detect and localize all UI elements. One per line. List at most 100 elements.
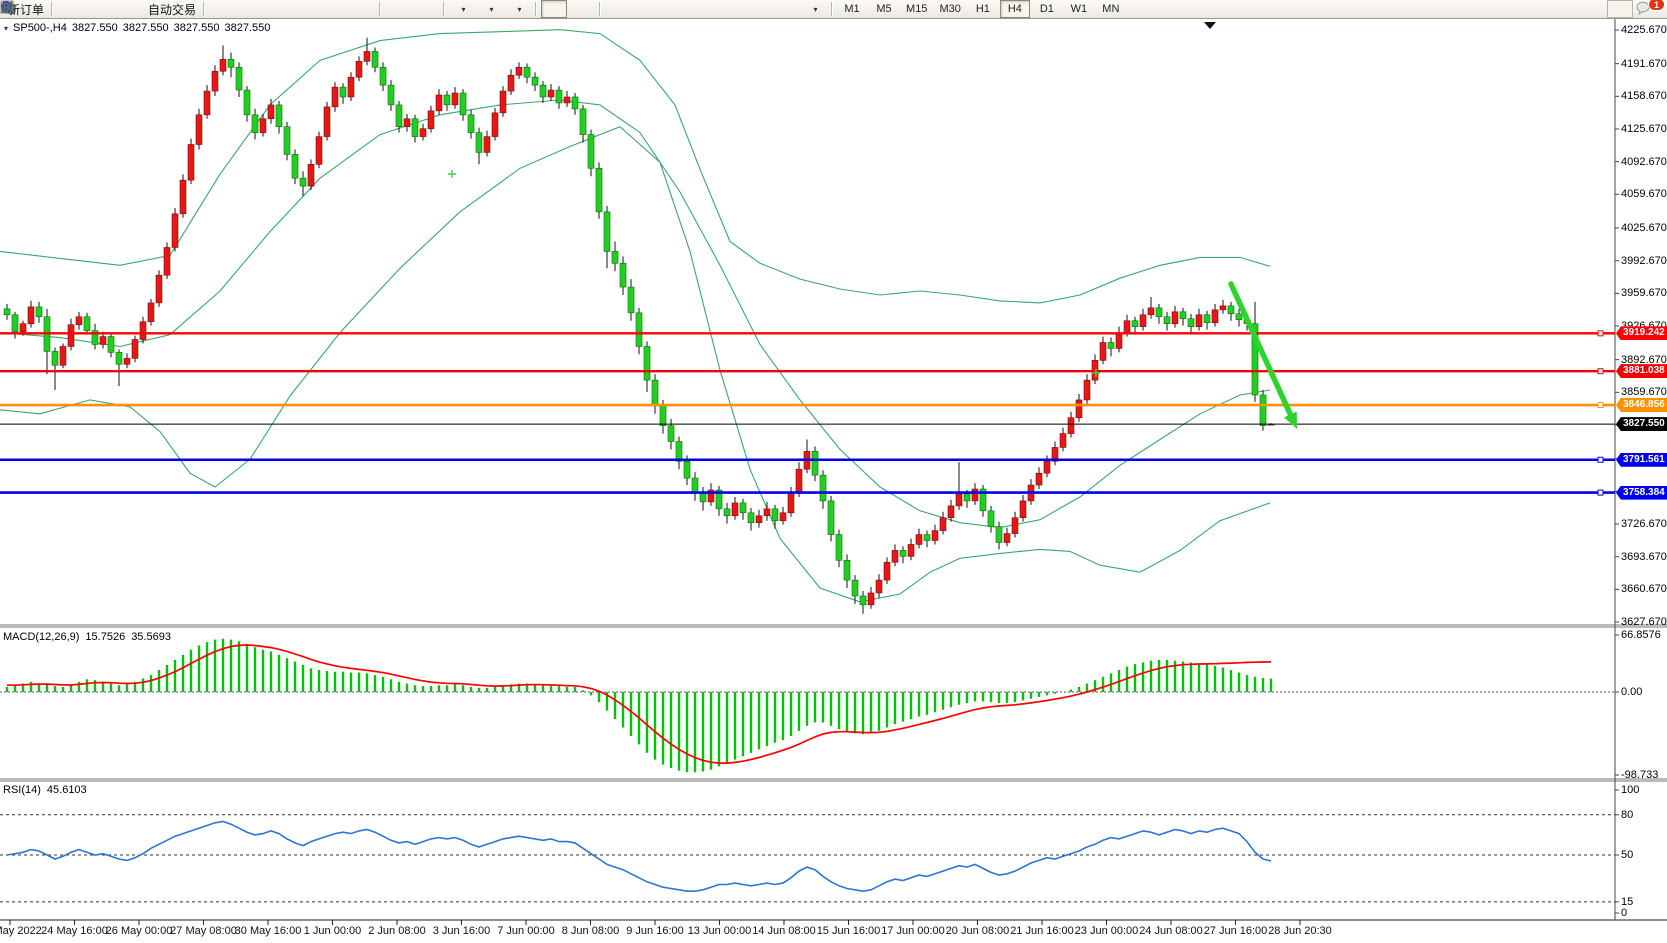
date-axis-label: 30 May 16:00 [234, 925, 302, 937]
equidistant-channel-tool-button[interactable]: E [0, 0, 715, 18]
price-axis-tick: 4092.670 [1621, 155, 1667, 168]
timeframe-button-mn[interactable]: MN [1102, 3, 1120, 15]
macd-panel [0, 638, 1615, 773]
date-axis-label: 26 May 00:00 [105, 925, 173, 937]
toolbar-separator [51, 2, 54, 16]
search-button[interactable] [1, 0, 1633, 18]
price-badge-3791.561: 3791.561 [1616, 452, 1667, 467]
timeframe-button-m15[interactable]: M15 [906, 3, 928, 15]
market-watch-button[interactable] [0, 0, 111, 18]
timeframe-button-h1[interactable]: H1 [975, 3, 990, 15]
price-axis-tick: 3660.670 [1621, 583, 1667, 596]
date-axis-label: 20 Jun 08:00 [945, 925, 1010, 937]
cursor-tool-button[interactable] [3, 0, 568, 18]
fibonacci-tool-button[interactable]: F [1, 0, 743, 18]
crosshair-tool-button[interactable] [1, 0, 595, 18]
toolbar-separator [203, 2, 206, 16]
zoom-out-button[interactable] [1, 0, 347, 18]
price-axis-tick: 3859.670 [1621, 386, 1667, 399]
close-value: 3827.550 [224, 22, 271, 34]
date-axis-label: 9 Jun 16:00 [626, 925, 684, 937]
date-axis-label: 24 May 16:00 [41, 925, 108, 937]
candlestick-mode-button[interactable] [1, 0, 263, 18]
macd-main-value: 15.7526 [85, 631, 126, 643]
cross-marker [1092, 369, 1100, 377]
zoom-in-button[interactable] [1, 0, 319, 18]
signals-button[interactable] [0, 0, 139, 18]
price-axis-tick: 3992.670 [1621, 254, 1667, 267]
rsi-line [6, 820, 1272, 893]
timeframe-group: M1 M5 M15 M30 H1 H4 D1 W1 MN [836, 0, 1127, 18]
date-axis-label: 27 May 08:00 [170, 925, 237, 937]
timeframe-button-h4[interactable]: H4 [999, 0, 1030, 18]
date-axis-label: 15 Jun 16:00 [816, 925, 881, 937]
vertical-line-tool-button[interactable] [4, 0, 631, 18]
panel-frames [0, 19, 1667, 921]
symbol-period-label: SP500-,H4 [13, 22, 67, 34]
text-label-tool-button[interactable]: T [0, 0, 799, 18]
price-axis-tick: 4225.670 [1621, 24, 1667, 36]
chart-forward-button[interactable] [1, 0, 411, 18]
dropdown-caret-icon: ▾ [813, 4, 818, 14]
dropdown-caret-icon: ▾ [517, 4, 522, 14]
templates-button[interactable]: ▾ [0, 0, 531, 18]
timeframe-button-w1[interactable]: W1 [1070, 3, 1088, 15]
chart-profiles-button[interactable] [1, 0, 83, 18]
rsi-axis-tick: 100 [1621, 784, 1640, 796]
cross-marker [448, 170, 456, 178]
price-axis-tick: 4125.670 [1621, 122, 1667, 135]
candles-layer [3, 37, 1275, 614]
rsi-name: RSI(14) [3, 784, 41, 796]
svg-text:A: A [2, 0, 10, 13]
macd-signal-line [7, 644, 1272, 764]
date-axis-label: 17 Jun 00:00 [881, 925, 945, 937]
trend-arrow[interactable] [1228, 281, 1294, 418]
rsi-axis-tick: 50 [1621, 849, 1634, 861]
rsi-axis-tick: 0 [1621, 907, 1628, 919]
autotrading-button[interactable]: 自动交易 [0, 0, 199, 18]
chart-shift-marker[interactable] [1204, 22, 1216, 29]
one-click-trading-toggle[interactable]: ▾ [4, 23, 9, 33]
timeframe-button-d1[interactable]: D1 [1039, 3, 1054, 15]
macd-name: MACD(12,26,9) [3, 631, 80, 643]
toolbar-separator [831, 2, 834, 16]
price-axis-tick: 4059.670 [1621, 188, 1667, 201]
bar-chart-mode-button[interactable] [1, 0, 235, 18]
indicators-button[interactable]: ▾ [0, 0, 475, 18]
notifications-button[interactable]: 1 [1635, 0, 1665, 18]
price-axis-tick: 3627.670 [1621, 616, 1667, 628]
date-axis-label: 3 Jun 16:00 [432, 925, 491, 937]
toolbar-separator [599, 2, 602, 16]
timeframe-button-m1[interactable]: M1 [844, 3, 860, 15]
horizontal-line-tool-button[interactable] [1, 0, 659, 18]
text-tool-button[interactable]: A [2, 0, 771, 18]
macd-indicator-label: MACD(12,26,9) 15.7526 35.5693 [3, 631, 171, 643]
autotrading-label: 自动交易 [148, 2, 197, 17]
toolbar-separator [535, 2, 538, 16]
chart-shift-button[interactable] [1, 0, 439, 18]
price-axis-tick: 4191.670 [1621, 57, 1667, 70]
rsi-value: 45.6103 [46, 784, 87, 796]
trendline-tool-button[interactable] [1, 0, 687, 18]
macd-axis-tick: -98.733 [1621, 769, 1659, 781]
date-axis-label: 24 Jun 08:00 [1139, 925, 1203, 937]
macd-axis-tick: 66.8576 [1621, 629, 1661, 641]
timeframe-button-m5[interactable]: M5 [876, 3, 892, 15]
date-axis-label: 2 Jun 08:00 [368, 925, 426, 937]
open-value: 3827.550 [71, 22, 118, 34]
high-value: 3827.550 [122, 22, 169, 34]
tile-windows-button[interactable] [1, 0, 375, 18]
timeframe-button-m30[interactable]: M30 [939, 3, 961, 15]
chart-title: ▾ SP500-,H4 3827.550 3827.550 3827.550 3… [4, 22, 270, 34]
line-chart-mode-button[interactable] [0, 0, 291, 18]
rsi-axis-tick: 15 [1621, 895, 1634, 908]
price-axis-tick: 3959.670 [1621, 287, 1667, 300]
price-badge-3881.038: 3881.038 [1616, 364, 1667, 379]
trend-arrow-head [1284, 411, 1297, 429]
periods-button[interactable]: ▾ [0, 0, 503, 18]
date-axis-label: 13 Jun 00:00 [687, 925, 752, 937]
shapes-tool-button[interactable]: ▾ [1, 0, 827, 18]
date-axis-label: 8 Jun 08:00 [561, 925, 620, 937]
